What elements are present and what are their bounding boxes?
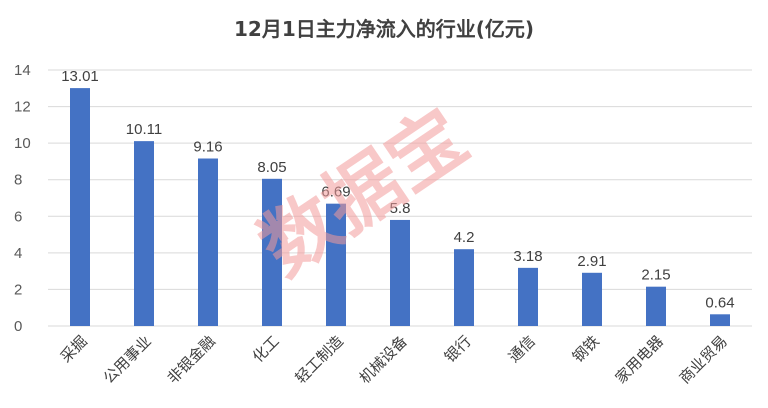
- x-tick-label: 机械设备: [356, 332, 411, 387]
- x-tick-label: 轻工制造: [292, 332, 347, 387]
- y-tick-label: 6: [14, 208, 22, 225]
- data-label: 4.2: [454, 229, 475, 246]
- bar: [454, 249, 474, 326]
- y-tick-label: 12: [14, 99, 31, 116]
- x-tick-label: 非银金融: [164, 332, 219, 387]
- bars: [70, 88, 730, 326]
- bar: [198, 158, 218, 326]
- bar: [646, 286, 666, 326]
- bar: [390, 219, 410, 326]
- data-label: 2.15: [641, 267, 670, 284]
- data-labels: 13.01 10.11 9.16 8.05 6.69 5.8 4.2 3.18 2.91 2.15…: [61, 68, 734, 311]
- y-axis-ticks: 0 2 4 6 8 10 12 14: [14, 62, 31, 335]
- bar: [582, 272, 602, 326]
- data-label: 5.8: [390, 200, 411, 217]
- bar: [262, 178, 282, 326]
- y-tick-label: 0: [14, 318, 22, 335]
- x-tick-label: 化工: [249, 332, 283, 366]
- data-label: 10.11: [126, 121, 162, 138]
- bar: [134, 141, 154, 326]
- chart-title: 12月1日主力净流入的行业(亿元): [234, 17, 534, 41]
- data-label: 2.91: [577, 253, 606, 270]
- data-label: 0.64: [705, 294, 734, 311]
- x-tick-label: 通信: [505, 332, 539, 366]
- data-label: 8.05: [257, 159, 286, 176]
- bar: [70, 88, 90, 326]
- x-tick-label: 采掘: [57, 332, 91, 366]
- bar: [518, 267, 538, 326]
- data-label: 9.16: [193, 139, 222, 156]
- x-tick-label: 商业贸易: [676, 332, 731, 387]
- x-tick-label: 家用电器: [612, 332, 667, 387]
- y-tick-label: 2: [14, 281, 22, 298]
- y-tick-label: 10: [14, 135, 31, 152]
- y-tick-label: 8: [14, 172, 22, 189]
- data-label: 13.01: [61, 68, 99, 85]
- bar: [326, 203, 346, 326]
- x-tick-label: 钢铁: [569, 332, 603, 366]
- x-tick-label: 银行: [441, 332, 475, 366]
- bar: [710, 314, 730, 326]
- data-label: 6.69: [321, 184, 350, 201]
- data-label: 3.18: [513, 248, 542, 265]
- y-tick-label: 14: [14, 62, 31, 79]
- y-tick-label: 4: [14, 245, 22, 262]
- x-tick-label: 公用事业: [100, 332, 155, 387]
- x-axis-ticks: 采掘 公用事业 非银金融 化工 轻工制造 机械设备 银行 通信 钢铁 家用电器 商业贸易: [57, 332, 731, 387]
